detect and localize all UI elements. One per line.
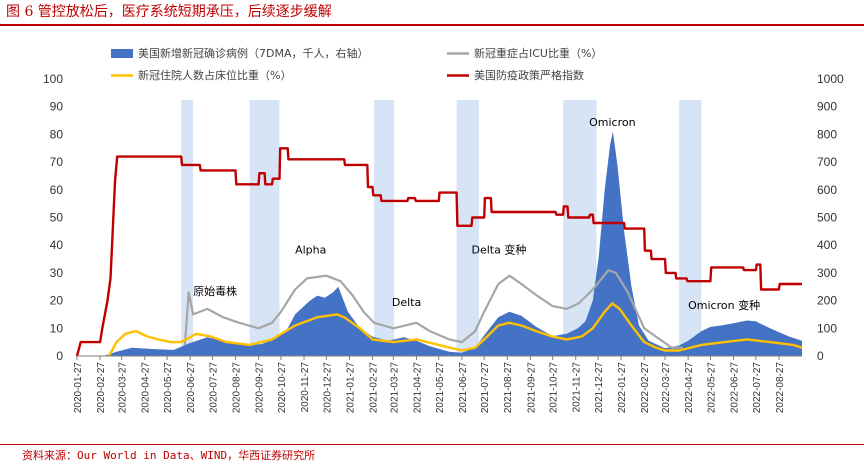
y-right-tick-label: 400: [817, 238, 837, 252]
x-tick-label: 2020-04-27: [141, 362, 152, 414]
x-tick-label: 2020-12-27: [322, 362, 333, 414]
y-right-tick-label: 0: [817, 349, 824, 363]
chart-title: 图 6 管控放松后，医疗系统短期承压，后续逐步缓解: [6, 4, 332, 20]
new-cases-area: [77, 131, 802, 356]
x-tick-label: 2022-08-27: [775, 362, 786, 414]
legend-label: 美国新增新冠确诊病例（7DMA，千人，右轴）: [138, 46, 368, 60]
y-right-tick-label: 300: [817, 266, 837, 280]
x-tick-label: 2022-02-27: [640, 362, 651, 414]
variant-annotations: 原始毒株 Alpha Delta Delta 变种 Omicron Omicron 变种: [193, 116, 760, 312]
x-tick-label: 2022-04-27: [684, 362, 695, 414]
y-left-tick-label: 40: [50, 238, 64, 252]
x-tick-label: 2020-01-27: [73, 362, 84, 414]
legend-label: 美国防疫政策严格指数: [474, 68, 584, 82]
series-hospital-bed-share-line: [107, 302, 803, 357]
series-lines: [75, 147, 803, 357]
y-right-tick-label: 900: [817, 100, 837, 114]
legend-label: 新冠住院人数占床位比重（%）: [138, 68, 291, 82]
x-tick-label: 2021-04-27: [412, 362, 423, 414]
x-tick-label: 2020-05-27: [163, 362, 174, 414]
x-tick-label: 2021-01-27: [345, 362, 356, 414]
y-right-tick-label: 200: [817, 294, 837, 308]
y-left-tick-label: 70: [50, 155, 64, 169]
y-left-tick-label: 80: [50, 127, 64, 141]
x-tick-label: 2022-03-27: [661, 362, 672, 414]
x-tick-label: 2021-08-27: [503, 362, 514, 414]
title-divider: [0, 24, 864, 26]
y-right-tick-label: 800: [817, 127, 837, 141]
y-left-tick-label: 60: [50, 183, 64, 197]
x-tick-label: 2022-06-27: [730, 362, 741, 414]
axes: 0102030405060708090100010020030040050060…: [43, 72, 844, 413]
legend: 美国新增新冠确诊病例（7DMA，千人，右轴） 新冠重症占ICU比重（%） 新冠住院人…: [111, 46, 602, 82]
y-right-tick-label: 100: [817, 321, 837, 335]
series-stringency-index-line: [75, 147, 802, 357]
x-tick-label: 2022-05-27: [706, 362, 717, 414]
footer-divider: [0, 444, 864, 445]
y-left-tick-label: 100: [43, 72, 63, 86]
shaded-period-5: [679, 100, 702, 356]
chart: 0102030405060708090100010020030040050060…: [43, 46, 844, 413]
shaded-period-0: [181, 100, 194, 356]
shaded-period-1: [249, 100, 280, 356]
x-tick-label: 2021-10-27: [549, 362, 560, 414]
shaded-periods: [181, 100, 702, 356]
x-tick-label: 2021-02-27: [369, 362, 380, 414]
annotation-label: Omicron: [589, 116, 635, 129]
annotation-label: Alpha: [295, 244, 326, 257]
y-left-tick-label: 50: [50, 211, 64, 225]
legend-swatch: [111, 49, 133, 58]
annotation-label: Delta 变种: [472, 243, 527, 257]
x-tick-label: 2022-01-27: [617, 362, 628, 414]
series-new-cases-area: [77, 131, 802, 356]
series-icu-share-line: [183, 269, 683, 349]
x-tick-label: 2021-06-27: [458, 362, 469, 414]
x-tick-label: 2020-09-27: [255, 362, 266, 414]
x-tick-label: 2020-08-27: [232, 362, 243, 414]
shaded-period-2: [373, 100, 395, 356]
x-tick-label: 2020-10-27: [277, 362, 288, 414]
x-tick-label: 2021-03-27: [389, 362, 400, 414]
x-tick-label: 2020-03-27: [118, 362, 129, 414]
legend-label: 新冠重症占ICU比重（%）: [474, 46, 602, 60]
x-tick-label: 2020-02-27: [96, 362, 107, 414]
annotation-label: Omicron 变种: [688, 298, 760, 312]
x-tick-label: 2021-12-27: [594, 362, 605, 414]
x-tick-label: 2021-05-27: [435, 362, 446, 414]
annotation-label: 原始毒株: [193, 284, 237, 298]
annotation-label: Delta: [392, 296, 421, 309]
source-note: 资料来源：Our World in Data、WIND，华西证券研究所: [22, 449, 316, 462]
y-left-tick-label: 20: [50, 294, 64, 308]
y-left-tick-label: 0: [56, 349, 63, 363]
shaded-period-3: [456, 100, 479, 356]
x-tick-label: 2020-06-27: [186, 362, 197, 414]
x-tick-label: 2020-11-27: [300, 362, 311, 413]
y-left-tick-label: 30: [50, 266, 64, 280]
y-right-tick-label: 1000: [817, 72, 844, 86]
x-tick-label: 2022-07-27: [752, 362, 763, 414]
x-tick-label: 2021-09-27: [526, 362, 537, 414]
y-right-tick-label: 700: [817, 155, 837, 169]
y-right-tick-label: 500: [817, 211, 837, 225]
x-tick-label: 2021-11-27: [572, 362, 583, 413]
y-left-tick-label: 90: [50, 100, 64, 114]
y-right-tick-label: 600: [817, 183, 837, 197]
y-left-tick-label: 10: [50, 321, 64, 335]
x-tick-label: 2021-07-27: [480, 362, 491, 414]
x-tick-label: 2020-07-27: [208, 362, 219, 414]
